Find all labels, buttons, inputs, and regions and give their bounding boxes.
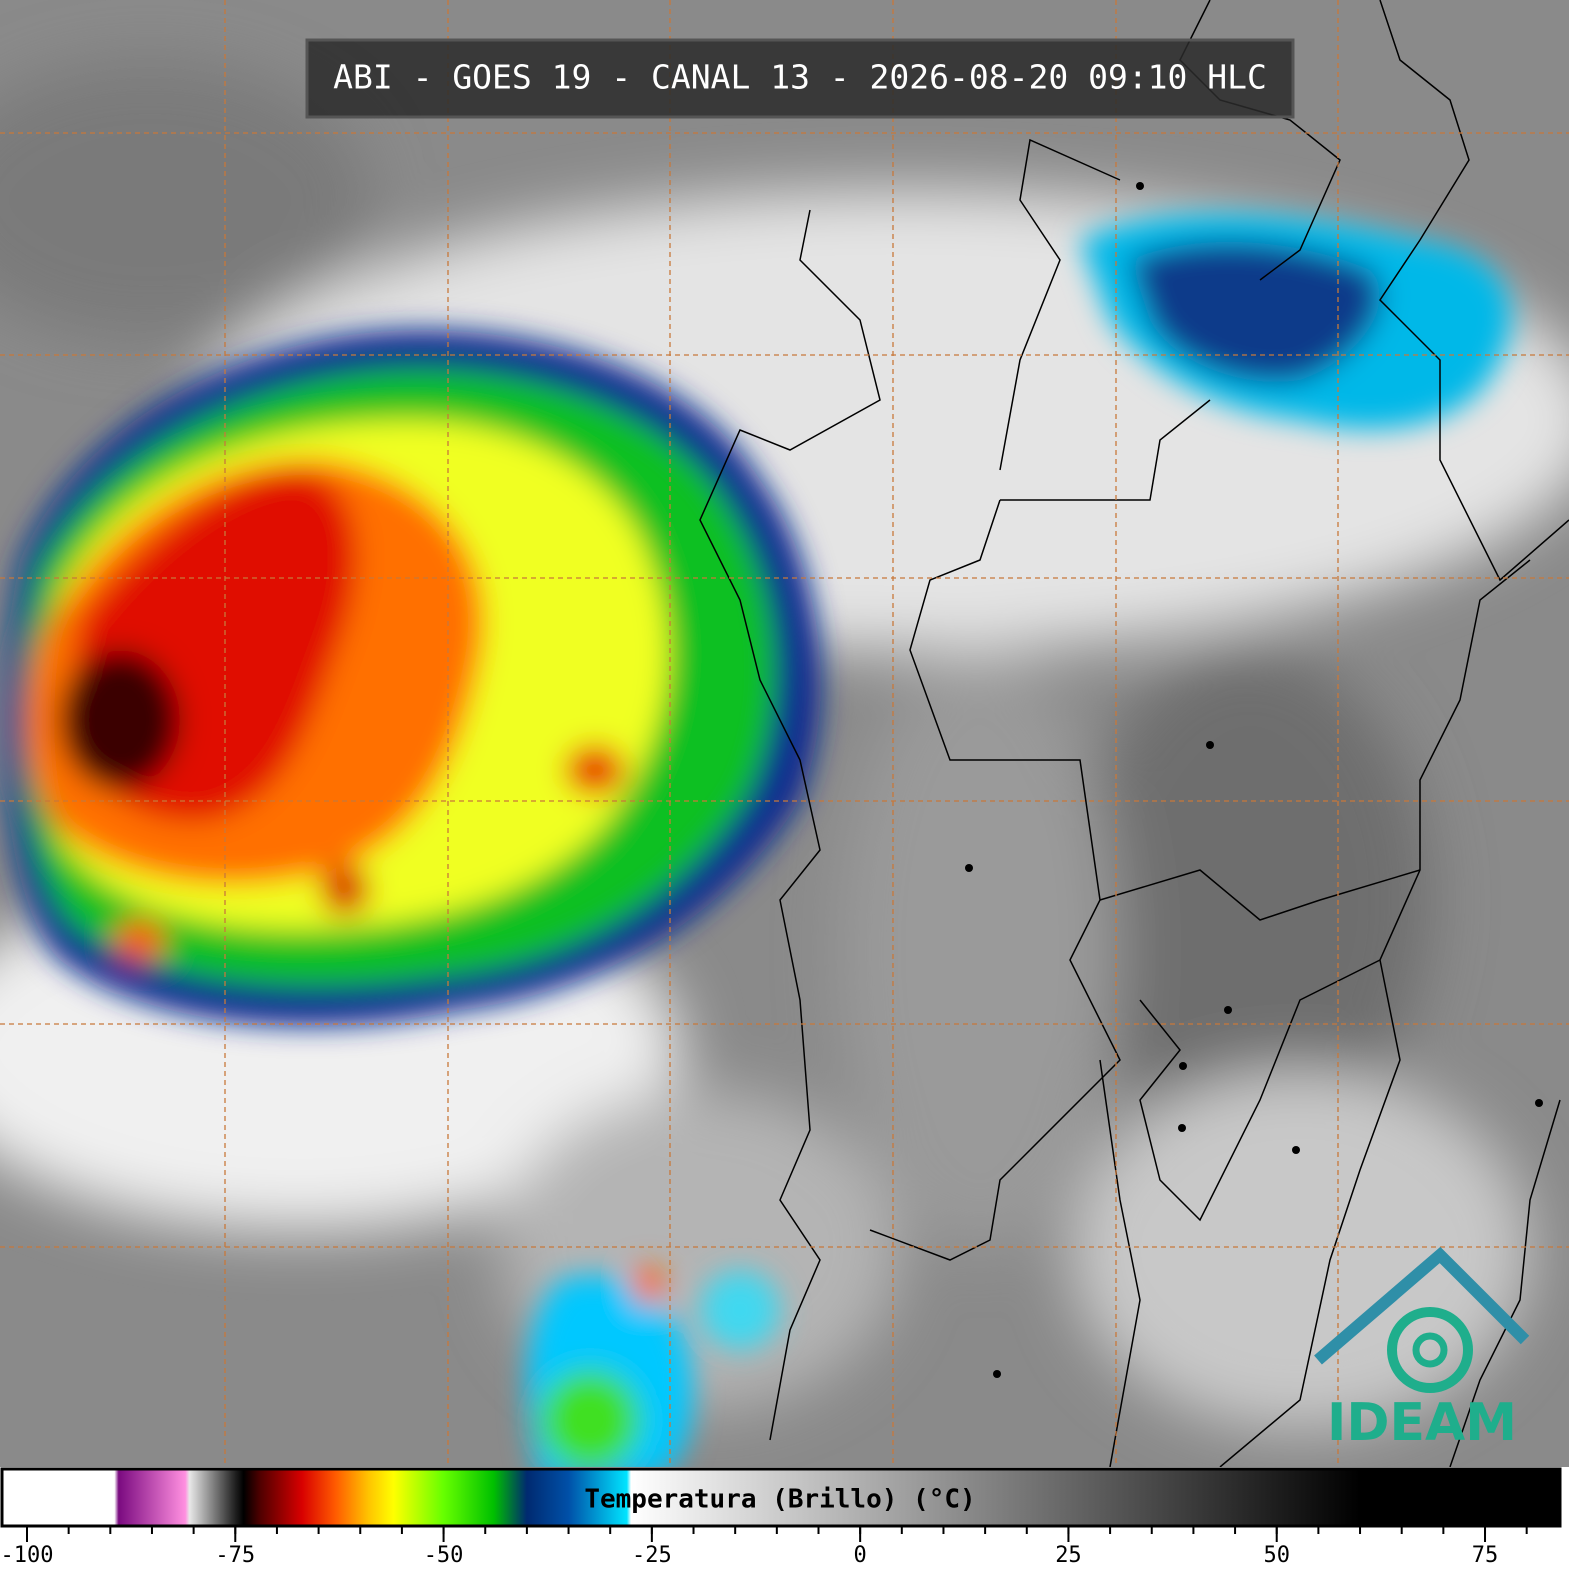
city-markers — [965, 182, 1543, 1378]
tick-label: -100 — [1, 1543, 54, 1568]
colorbar-label: Temperatura (Brillo) (°C) — [584, 1485, 975, 1515]
colorbar — [0, 1467, 1562, 1528]
graticule — [0, 0, 1569, 1467]
title-box — [305, 38, 1295, 119]
satellite-image: IDEAM — [0, 0, 1569, 1467]
tick-label: 50 — [1263, 1543, 1290, 1568]
borders — [699, 0, 1569, 1467]
tick-label: 0 — [854, 1543, 867, 1568]
tick-label: 75 — [1472, 1543, 1499, 1568]
tick-label: -25 — [632, 1543, 672, 1568]
logo-text: IDEAM — [1327, 1393, 1517, 1453]
title: ABI - GOES 19 - CANAL 13 - 2026-08-20 09… — [333, 58, 1267, 97]
tick-label: -50 — [424, 1543, 464, 1568]
tick-label: 25 — [1055, 1543, 1082, 1568]
tick-label: -75 — [215, 1543, 255, 1568]
logo: IDEAM — [1314, 1246, 1530, 1453]
